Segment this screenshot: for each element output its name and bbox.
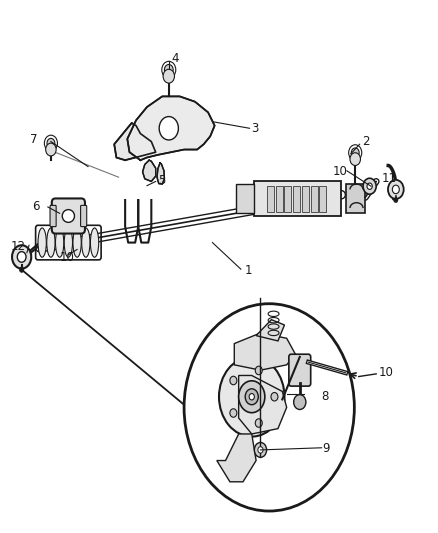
Circle shape: [350, 153, 360, 165]
Polygon shape: [217, 434, 256, 482]
Ellipse shape: [81, 228, 90, 257]
Polygon shape: [127, 96, 215, 160]
Circle shape: [249, 393, 254, 400]
Polygon shape: [237, 184, 254, 213]
Polygon shape: [302, 185, 309, 212]
Circle shape: [47, 139, 55, 148]
Polygon shape: [239, 375, 287, 434]
Text: 7: 7: [30, 133, 38, 147]
Ellipse shape: [73, 228, 81, 257]
Circle shape: [159, 117, 178, 140]
Circle shape: [219, 357, 285, 437]
Ellipse shape: [62, 209, 74, 222]
Text: 10: 10: [378, 366, 393, 379]
Circle shape: [392, 185, 399, 193]
Polygon shape: [311, 185, 318, 212]
FancyBboxPatch shape: [52, 198, 85, 233]
Circle shape: [388, 180, 404, 199]
Circle shape: [271, 392, 278, 401]
Circle shape: [255, 419, 262, 427]
Circle shape: [12, 245, 31, 269]
Text: 3: 3: [251, 122, 259, 135]
Polygon shape: [256, 320, 285, 341]
Circle shape: [245, 389, 258, 405]
Circle shape: [394, 197, 398, 203]
Circle shape: [239, 381, 265, 413]
Text: 5: 5: [158, 174, 165, 187]
Polygon shape: [276, 185, 283, 212]
FancyBboxPatch shape: [289, 354, 311, 386]
Circle shape: [230, 376, 237, 385]
Circle shape: [255, 366, 262, 375]
Circle shape: [46, 143, 56, 156]
Polygon shape: [157, 163, 164, 184]
Circle shape: [19, 267, 24, 272]
Circle shape: [184, 304, 354, 511]
Circle shape: [163, 69, 174, 83]
Circle shape: [254, 442, 267, 457]
Polygon shape: [293, 185, 300, 212]
Circle shape: [367, 183, 372, 189]
Text: 4: 4: [172, 52, 179, 64]
Circle shape: [293, 394, 306, 409]
Polygon shape: [285, 185, 291, 212]
Polygon shape: [143, 160, 155, 181]
Text: 2: 2: [362, 135, 370, 148]
Text: 8: 8: [321, 390, 329, 403]
Circle shape: [363, 178, 376, 194]
Text: 9: 9: [322, 442, 330, 455]
Polygon shape: [254, 181, 341, 216]
Ellipse shape: [56, 228, 64, 257]
Circle shape: [351, 148, 359, 158]
Ellipse shape: [90, 228, 99, 257]
Circle shape: [17, 252, 26, 262]
Polygon shape: [234, 333, 295, 370]
Text: 1: 1: [244, 264, 252, 277]
Polygon shape: [319, 185, 326, 212]
Circle shape: [164, 64, 173, 75]
Circle shape: [258, 447, 263, 453]
Ellipse shape: [38, 228, 46, 257]
Polygon shape: [267, 185, 274, 212]
Text: 12: 12: [11, 240, 25, 253]
Polygon shape: [346, 184, 365, 213]
Text: 11: 11: [381, 172, 396, 185]
FancyBboxPatch shape: [81, 205, 87, 227]
Text: 10: 10: [332, 165, 347, 179]
Ellipse shape: [64, 228, 73, 257]
Polygon shape: [114, 123, 155, 160]
Text: 6: 6: [32, 200, 39, 213]
Ellipse shape: [47, 228, 55, 257]
Circle shape: [230, 409, 237, 417]
Text: 10: 10: [60, 252, 74, 264]
FancyBboxPatch shape: [50, 205, 56, 227]
